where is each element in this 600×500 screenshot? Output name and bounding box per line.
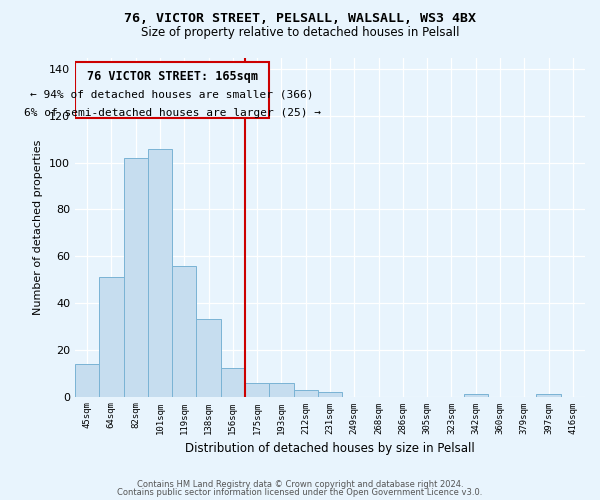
Bar bbox=[172, 266, 196, 396]
Bar bbox=[99, 278, 124, 396]
X-axis label: Distribution of detached houses by size in Pelsall: Distribution of detached houses by size … bbox=[185, 442, 475, 455]
Bar bbox=[269, 382, 293, 396]
Bar bbox=[124, 158, 148, 396]
Text: 76 VICTOR STREET: 165sqm: 76 VICTOR STREET: 165sqm bbox=[86, 70, 257, 84]
Bar bbox=[293, 390, 318, 396]
Text: 76, VICTOR STREET, PELSALL, WALSALL, WS3 4BX: 76, VICTOR STREET, PELSALL, WALSALL, WS3… bbox=[124, 12, 476, 26]
Y-axis label: Number of detached properties: Number of detached properties bbox=[34, 140, 43, 314]
Bar bbox=[464, 394, 488, 396]
Text: Contains HM Land Registry data © Crown copyright and database right 2024.: Contains HM Land Registry data © Crown c… bbox=[137, 480, 463, 489]
FancyBboxPatch shape bbox=[75, 62, 269, 118]
Text: Contains public sector information licensed under the Open Government Licence v3: Contains public sector information licen… bbox=[118, 488, 482, 497]
Text: ← 94% of detached houses are smaller (366): ← 94% of detached houses are smaller (36… bbox=[31, 89, 314, 99]
Text: Size of property relative to detached houses in Pelsall: Size of property relative to detached ho… bbox=[141, 26, 459, 39]
Bar bbox=[536, 394, 561, 396]
Bar bbox=[221, 368, 245, 396]
Text: 6% of semi-detached houses are larger (25) →: 6% of semi-detached houses are larger (2… bbox=[23, 108, 320, 118]
Bar bbox=[196, 320, 221, 396]
Bar bbox=[245, 382, 269, 396]
Bar bbox=[318, 392, 342, 396]
Bar bbox=[75, 364, 99, 396]
Bar bbox=[148, 148, 172, 396]
